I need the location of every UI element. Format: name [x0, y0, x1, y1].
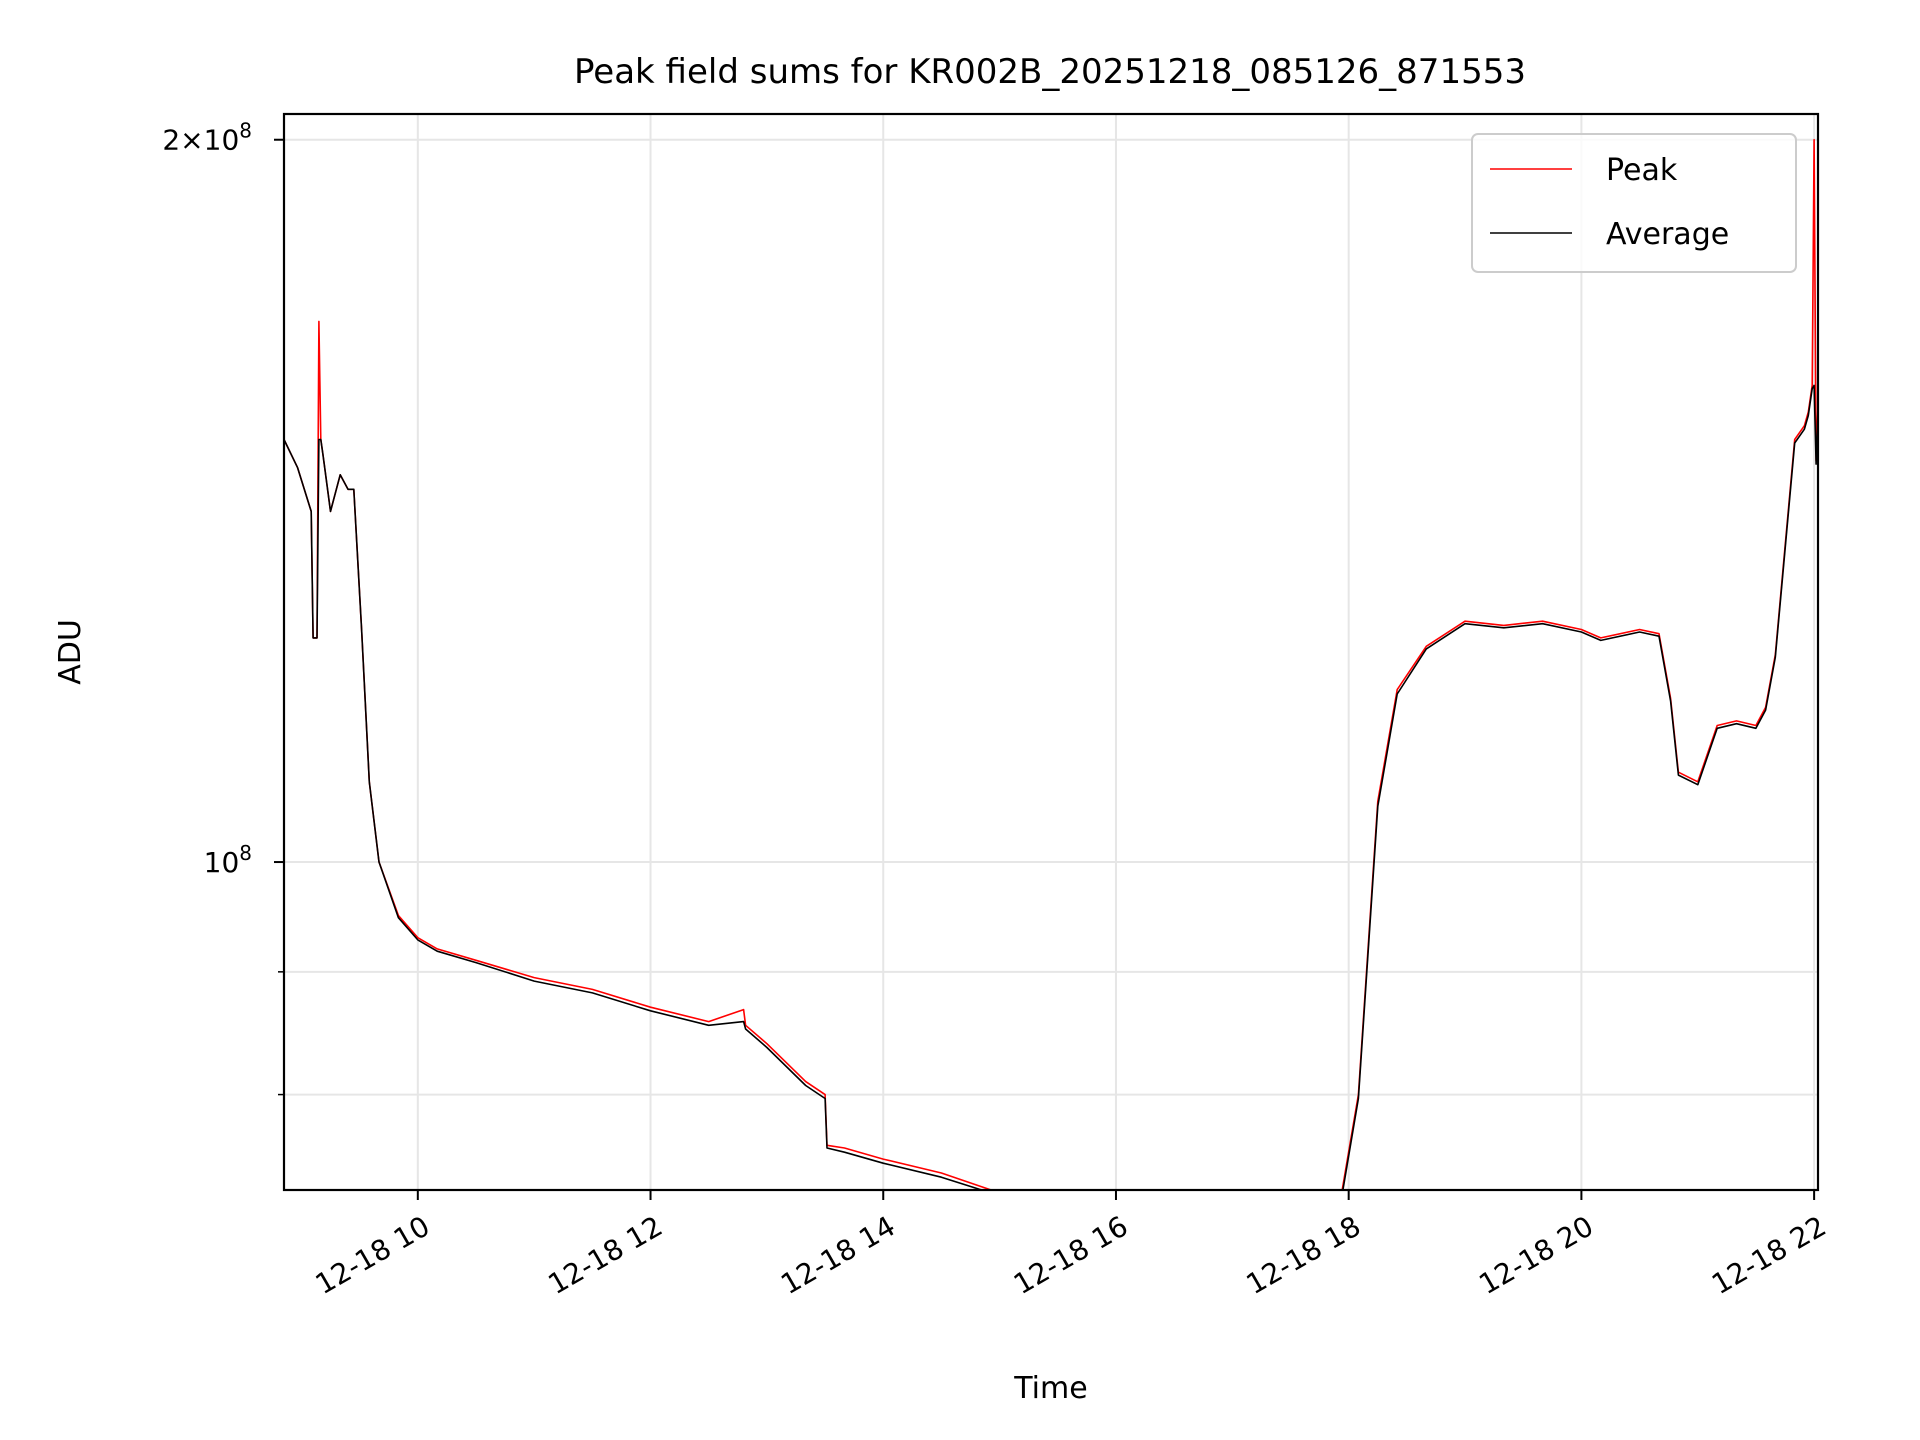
legend-label-average: Average	[1606, 217, 1729, 252]
y-tick-label-1e8: 108	[204, 841, 252, 879]
plot-area-frame	[282, 112, 1820, 1192]
series-line-average	[284, 384, 1818, 1190]
legend: Peak Average	[1471, 133, 1797, 273]
x-axis-label: Time	[1013, 1371, 1087, 1406]
legend-label-peak: Peak	[1606, 153, 1678, 188]
series-lines	[284, 138, 1818, 1190]
y-axis-label: ADU	[53, 619, 88, 685]
y-tick-label-2e8: 2×108	[162, 119, 252, 157]
chart-title: Peak field sums for KR002B_20251218_0851…	[574, 52, 1526, 92]
grid-lines	[284, 114, 1818, 1190]
